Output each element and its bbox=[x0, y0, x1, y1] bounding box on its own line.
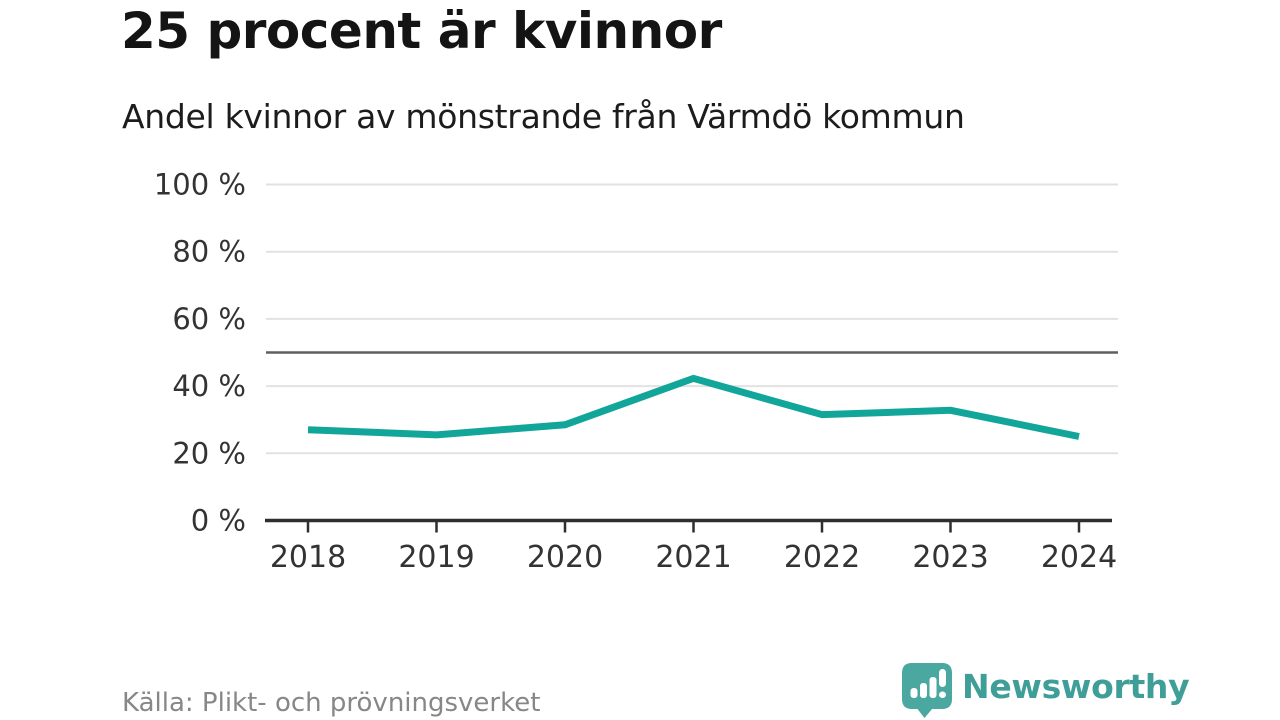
x-tick-label-2022: 2022 bbox=[784, 540, 860, 575]
logo-bar-and-exclamation-glyphs bbox=[910, 669, 946, 698]
y-tick-label-0: 0 % bbox=[191, 504, 246, 538]
y-tick-label-100: 100 % bbox=[154, 168, 246, 202]
x-tick-label-2020: 2020 bbox=[527, 540, 603, 575]
x-tick-label-2023: 2023 bbox=[912, 540, 988, 575]
y-tick-label-80: 80 % bbox=[172, 235, 246, 269]
x-tick-label-2021: 2021 bbox=[655, 540, 731, 575]
x-tick-label-2018: 2018 bbox=[270, 540, 346, 575]
y-tick-label-40: 40 % bbox=[172, 369, 246, 403]
x-tick-label-2019: 2019 bbox=[398, 540, 474, 575]
newsworthy-bubble-barchart-icon bbox=[902, 663, 952, 718]
brand-name: Newsworthy bbox=[962, 666, 1190, 706]
page-subtitle: Andel kvinnor av mönstrande från Värmdö … bbox=[122, 97, 965, 136]
y-tick-label-20: 20 % bbox=[172, 436, 246, 470]
x-tick-label-2024: 2024 bbox=[1041, 540, 1117, 575]
source-text: Källa: Plikt- och prövningsverket bbox=[122, 688, 541, 718]
newsworthy-logo: Newsworthy bbox=[901, 662, 1190, 718]
data-line bbox=[307, 374, 1080, 440]
page-title: 25 procent är kvinnor bbox=[121, 2, 722, 60]
y-tick-label-60: 60 % bbox=[172, 302, 246, 336]
